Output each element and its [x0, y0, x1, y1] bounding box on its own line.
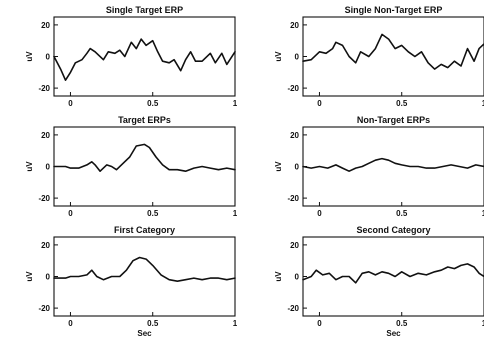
y-tick-label: 0 — [46, 273, 51, 282]
x-tick-label: 1 — [233, 209, 238, 218]
x-tick-label: 0 — [68, 209, 73, 218]
erp-trace — [302, 157, 484, 172]
panel-title: Non-Target ERPs — [357, 115, 430, 125]
x-tick-label: 1 — [233, 319, 238, 328]
x-tick-label: 0.5 — [396, 209, 408, 218]
erp-panel-3: Target ERPs 20 0 -20 0 0.5 1 uV — [25, 115, 238, 218]
y-tick-label: 20 — [290, 241, 299, 250]
x-tick-label: 0 — [68, 99, 73, 108]
x-tick-label: 0 — [317, 319, 322, 328]
y-tick-label: 0 — [295, 273, 300, 282]
y-axis-label: uV — [274, 271, 283, 282]
y-tick-label: 20 — [41, 241, 50, 250]
x-tick-label: 0 — [68, 319, 73, 328]
y-tick-label: -20 — [38, 304, 50, 313]
x-tick-label: 0 — [317, 209, 322, 218]
panel-title: First Category — [114, 225, 175, 235]
panel-title: Second Category — [356, 225, 430, 235]
y-axis-label: uV — [25, 271, 34, 282]
x-tick-label: 0 — [317, 99, 322, 108]
y-tick-label: -20 — [38, 194, 50, 203]
panel-title: Single Non-Target ERP — [345, 5, 443, 15]
erp-panel-4: Non-Target ERPs 20 0 -20 0 0.5 1 uV — [274, 115, 484, 218]
y-tick-label: 20 — [290, 21, 299, 30]
y-axis-label: uV — [274, 51, 283, 62]
x-tick-label: 0.5 — [147, 209, 159, 218]
erp-trace — [53, 256, 236, 283]
erp-trace — [53, 143, 236, 172]
y-tick-label: -20 — [38, 84, 50, 93]
erp-panel-2: Single Non-Target ERP 20 0 -20 0 0.5 1 uV — [274, 5, 484, 108]
y-axis-label: uV — [274, 161, 283, 172]
x-tick-label: 0.5 — [396, 319, 408, 328]
panel-title: Target ERPs — [118, 115, 171, 125]
x-tick-label: 0.5 — [396, 99, 408, 108]
erp-panel-1: Single Target ERP 20 0 -20 0 0.5 1 uV — [25, 5, 238, 108]
x-tick-label: 1 — [482, 209, 484, 218]
y-tick-label: 20 — [41, 21, 50, 30]
erp-trace — [302, 263, 484, 284]
y-tick-label: -20 — [287, 194, 299, 203]
erp-panel-6: Second Category 20 0 -20 0 0.5 1 uV Sec — [274, 225, 484, 338]
y-tick-label: 0 — [46, 163, 51, 172]
y-tick-label: 20 — [41, 131, 50, 140]
x-axis-label: Sec — [137, 329, 152, 338]
x-tick-label: 0.5 — [147, 319, 159, 328]
erp-trace — [302, 33, 484, 70]
y-tick-label: 0 — [46, 53, 51, 62]
y-axis-label: uV — [25, 161, 34, 172]
erp-trace — [53, 38, 236, 81]
x-axis-label: Sec — [386, 329, 401, 338]
y-tick-label: 0 — [295, 163, 300, 172]
x-tick-label: 1 — [482, 319, 484, 328]
y-tick-label: 0 — [295, 53, 300, 62]
x-tick-label: 1 — [482, 99, 484, 108]
y-tick-label: -20 — [287, 84, 299, 93]
erp-panel-5: First Category 20 0 -20 0 0.5 1 uV Sec — [25, 225, 238, 338]
panel-frame — [302, 16, 484, 97]
y-tick-label: 20 — [290, 131, 299, 140]
y-tick-label: -20 — [287, 304, 299, 313]
y-axis-label: uV — [25, 51, 34, 62]
x-tick-label: 1 — [233, 99, 238, 108]
panel-title: Single Target ERP — [106, 5, 183, 15]
x-tick-label: 0.5 — [147, 99, 159, 108]
